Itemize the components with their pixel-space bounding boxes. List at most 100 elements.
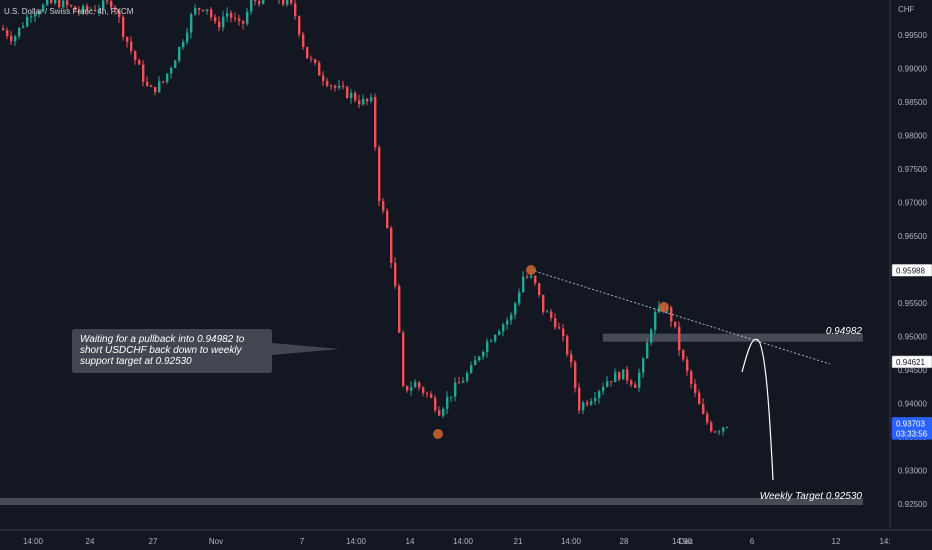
price-tick-label: 0.97500 xyxy=(898,165,927,174)
zone-layer xyxy=(0,333,863,505)
price-tick-label: 0.97000 xyxy=(898,199,927,208)
time-tick-label: 14:00 xyxy=(346,537,367,546)
candle-body xyxy=(250,0,253,12)
candle-body xyxy=(402,332,405,386)
swing-marker-icon xyxy=(433,429,443,439)
candle-body xyxy=(482,351,485,357)
candle-body xyxy=(366,98,369,102)
candle-body xyxy=(194,8,197,15)
candle-body xyxy=(490,340,493,342)
candle-body xyxy=(150,85,153,87)
candle-body xyxy=(126,36,129,42)
bar-countdown-text: 03:33:56 xyxy=(896,429,928,438)
swing-marker-icon xyxy=(526,265,536,275)
candle-body xyxy=(702,404,705,414)
time-tick-label: 7 xyxy=(300,537,305,546)
candle-body xyxy=(226,13,229,17)
candle-body xyxy=(718,431,721,433)
candle-body xyxy=(314,59,317,63)
time-tick-label: 27 xyxy=(149,537,158,546)
price-tick-label: 0.95000 xyxy=(898,333,927,342)
high-price-badge xyxy=(891,264,932,277)
candle-body xyxy=(286,0,289,5)
candle-body xyxy=(430,394,433,398)
symbol-title[interactable]: U.S. Dollar / Swiss Franc, 4h, FXCM xyxy=(4,7,134,16)
candle-body xyxy=(14,36,17,42)
candle-body xyxy=(422,387,425,394)
candle-body xyxy=(394,262,397,287)
candle-body xyxy=(322,75,325,81)
candle-body xyxy=(50,0,53,4)
candle-body xyxy=(338,85,341,88)
candle-body xyxy=(362,98,365,105)
candle-body xyxy=(330,85,333,87)
candle-body xyxy=(246,11,249,24)
drawing-layer xyxy=(433,265,831,481)
analysis-callout[interactable]: Waiting for a pullback into 0.94982 to s… xyxy=(72,329,272,373)
candle-body xyxy=(114,7,117,11)
candle-body xyxy=(670,307,673,322)
candle-body xyxy=(590,401,593,405)
price-tick-label: 0.98000 xyxy=(898,132,927,141)
time-tick-label: Dec xyxy=(679,537,693,546)
candle-body xyxy=(510,314,513,321)
candle-body xyxy=(542,294,545,313)
candle-body xyxy=(110,1,113,8)
candle-body xyxy=(586,402,589,405)
candle-body xyxy=(530,275,533,278)
candle-body xyxy=(6,30,9,37)
candle-body xyxy=(94,9,97,12)
time-tick-label: 28 xyxy=(620,537,629,546)
candle-body xyxy=(170,68,173,74)
candle-body xyxy=(46,0,49,5)
projection-path xyxy=(741,338,774,481)
candle-body xyxy=(342,85,345,87)
time-tick-label: 14 xyxy=(406,537,415,546)
candle-body xyxy=(254,0,257,1)
candle-body xyxy=(558,327,561,329)
candle-body xyxy=(234,18,237,20)
candle-body xyxy=(694,383,697,393)
candle-body xyxy=(358,100,361,105)
candle-body xyxy=(534,275,537,284)
candle-body xyxy=(210,9,213,18)
candle-body xyxy=(258,0,261,4)
candle-body xyxy=(294,3,297,17)
candle-body xyxy=(498,331,501,335)
candle-body xyxy=(26,16,29,27)
candle-body xyxy=(434,397,437,411)
candle-body xyxy=(346,86,349,98)
candle-body xyxy=(526,276,529,278)
candle-body xyxy=(446,396,449,409)
candle-body xyxy=(610,381,613,383)
candle-layer xyxy=(2,0,729,436)
candle-body xyxy=(602,387,605,392)
candle-body xyxy=(514,303,517,315)
level-price-badge-text: 0.94621 xyxy=(896,358,925,367)
candle-body xyxy=(474,360,477,366)
candle-body xyxy=(66,0,69,6)
candle-body xyxy=(386,210,389,229)
high-price-badge-text: 0.95988 xyxy=(896,266,925,275)
time-tick-label: 14:00 xyxy=(453,537,474,546)
candle-body xyxy=(654,311,657,330)
candle-body xyxy=(642,358,645,373)
last-price-badge xyxy=(891,417,932,440)
candle-body xyxy=(438,410,441,416)
candle-body xyxy=(298,16,301,35)
time-axis-panel[interactable] xyxy=(0,530,932,550)
candle-body xyxy=(414,382,417,388)
candle-body xyxy=(306,46,309,59)
candle-body xyxy=(42,4,45,12)
candle-body xyxy=(230,13,233,19)
time-tick-label: 14:00 xyxy=(561,537,582,546)
level-price-badge xyxy=(891,355,932,369)
candle-body xyxy=(302,34,305,47)
candle-body xyxy=(726,426,729,428)
candle-body xyxy=(242,20,245,24)
candle-body xyxy=(626,369,629,381)
candle-body xyxy=(618,372,621,380)
